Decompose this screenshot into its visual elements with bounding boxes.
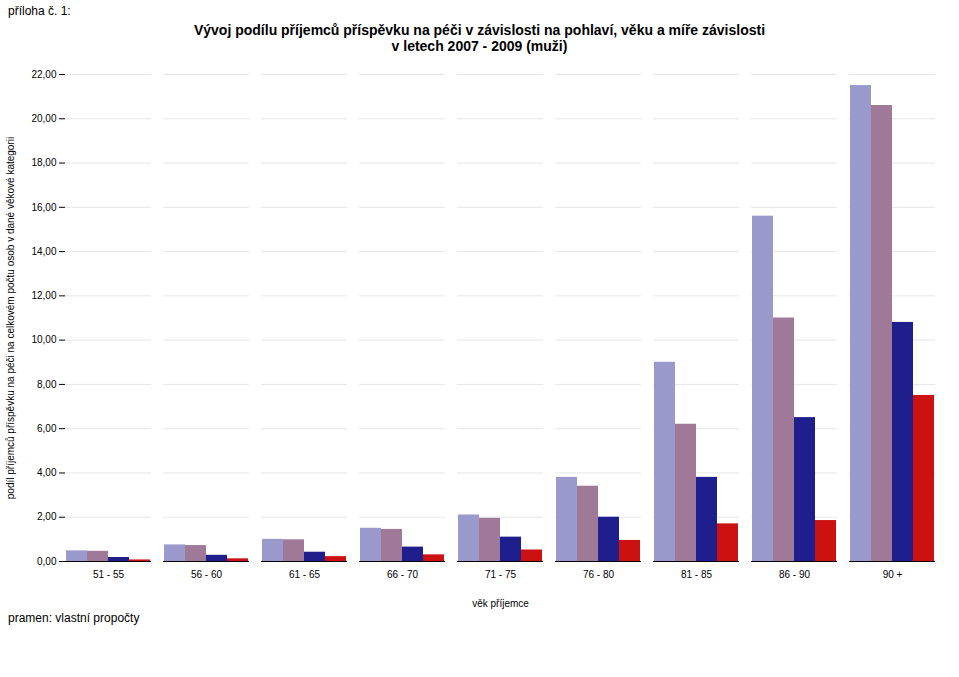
svg-text:18,00: 18,00 bbox=[31, 157, 56, 168]
svg-text:8,00: 8,00 bbox=[37, 379, 57, 390]
svg-text:2,00: 2,00 bbox=[37, 511, 57, 522]
svg-text:0,00: 0,00 bbox=[37, 556, 57, 567]
html-text:Vývoj podílu příjemců příspěvk: Vývoj podílu příjemců příspěvku na péči … bbox=[194, 22, 765, 38]
svg-text:86 - 90: 86 - 90 bbox=[779, 569, 811, 580]
svg-text:podíl příjemců příspěvku na pé: podíl příjemců příspěvku na péči na celk… bbox=[5, 137, 16, 499]
html-text:pramen: vlastní propočty: pramen: vlastní propočty bbox=[8, 611, 140, 625]
svg-text:12,00: 12,00 bbox=[31, 290, 56, 301]
svg-text:14,00: 14,00 bbox=[31, 246, 56, 257]
svg-text:22,00: 22,00 bbox=[31, 69, 56, 80]
svg-text:6,00: 6,00 bbox=[37, 423, 57, 434]
svg-text:56 - 60: 56 - 60 bbox=[191, 569, 223, 580]
html-text:v letech 2007 - 2009 (muži): v letech 2007 - 2009 (muži) bbox=[391, 38, 568, 54]
svg-text:66 - 70: 66 - 70 bbox=[387, 569, 419, 580]
svg-text:51 - 55: 51 - 55 bbox=[93, 569, 125, 580]
svg-text:90 +: 90 + bbox=[883, 569, 903, 580]
svg-text:61 - 65: 61 - 65 bbox=[289, 569, 321, 580]
svg-text:4,00: 4,00 bbox=[37, 467, 57, 478]
svg-text:81 - 85: 81 - 85 bbox=[681, 569, 713, 580]
svg-text:věk příjemce: věk příjemce bbox=[472, 598, 529, 609]
svg-text:76 - 80: 76 - 80 bbox=[583, 569, 615, 580]
html-text:příloha č. 1:: příloha č. 1: bbox=[8, 4, 71, 18]
svg-text:16,00: 16,00 bbox=[31, 202, 56, 213]
svg-text:10,00: 10,00 bbox=[31, 334, 56, 345]
svg-text:20,00: 20,00 bbox=[31, 113, 56, 124]
svg-text:71 - 75: 71 - 75 bbox=[485, 569, 517, 580]
